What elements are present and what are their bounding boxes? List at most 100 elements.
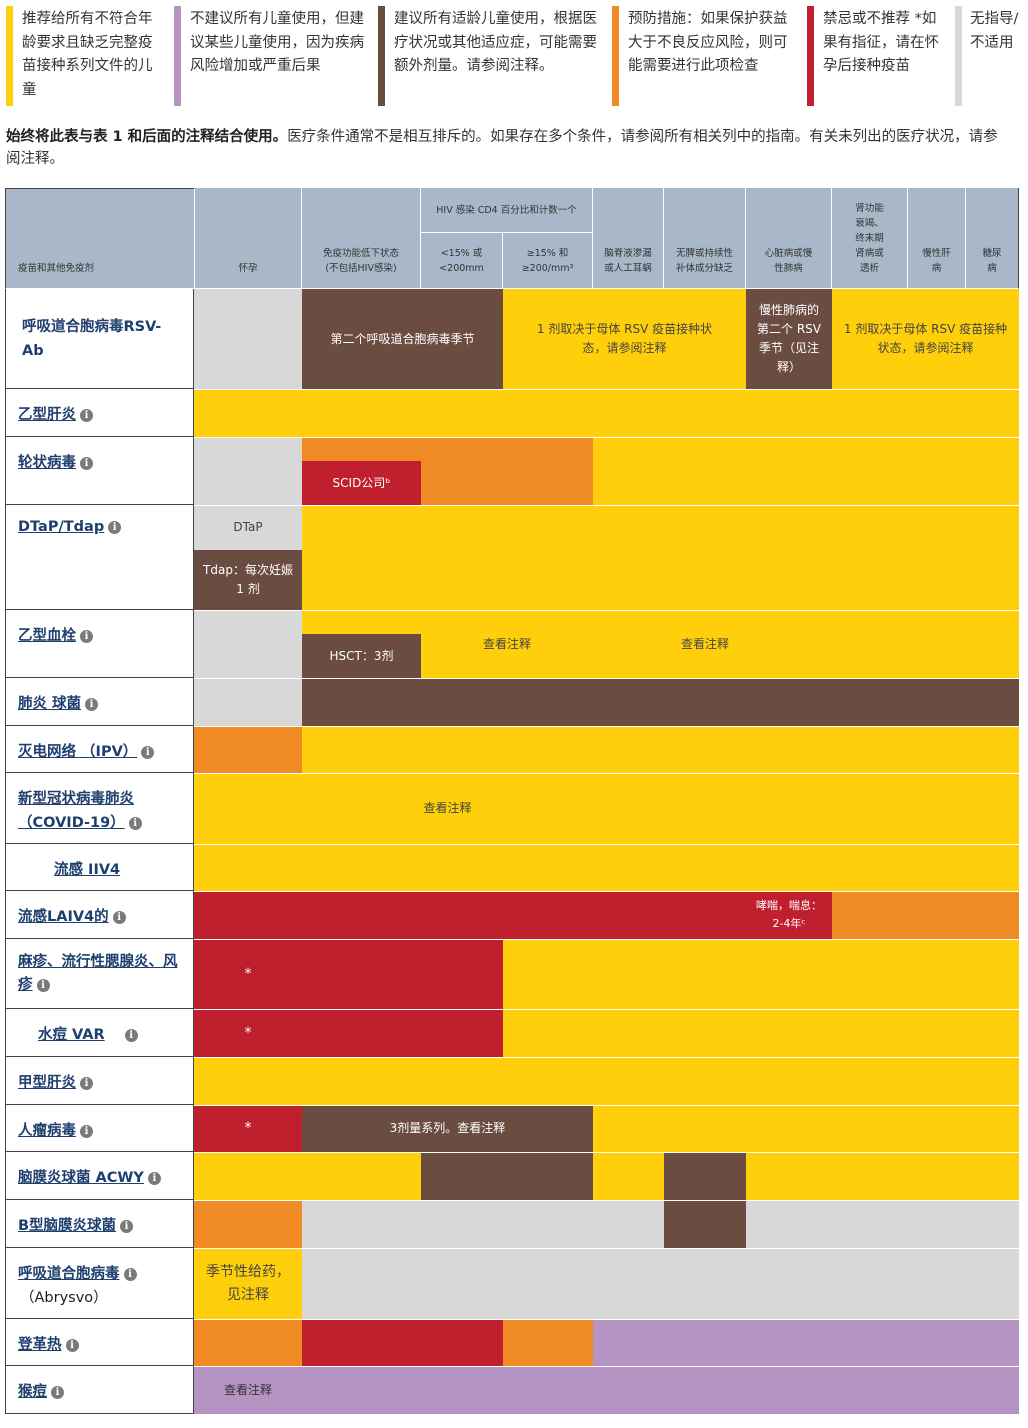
info-icon[interactable]: i <box>80 629 93 643</box>
row-name[interactable]: DTaP/Tdap i <box>18 519 122 535</box>
row-name[interactable]: 灭电网络 （IPV） i <box>18 740 155 761</box>
row-label-pneumococcal[interactable]: 肺炎 球菌 i <box>5 678 194 726</box>
row-label-iiv4[interactable]: 流感 IIV4 <box>5 844 194 891</box>
cell-menb-pregnancy <box>194 1200 302 1248</box>
header-heart-lung: 心脏病或慢性肺病 <box>746 188 832 289</box>
row-divider <box>194 1105 1019 1106</box>
cell-menacwy-left <box>194 1152 421 1200</box>
header-asplenia: 无脾或持续性补体成分缺乏 <box>664 188 746 289</box>
row-label-hepb[interactable]: 乙型肝炎 i <box>5 389 194 437</box>
row-name[interactable]: 流感 IIV4 <box>54 862 121 878</box>
row-label-menb[interactable]: B型脑膜炎球菌 i <box>5 1200 194 1248</box>
cell-menacwy-csf <box>593 1152 664 1200</box>
row-label-rsv-ab[interactable]: 呼吸道合胞病毒RSV-Ab <box>5 289 194 389</box>
row-name[interactable]: 脑膜炎球菌 ACWY i <box>18 1166 161 1187</box>
info-icon[interactable]: i <box>65 1338 79 1352</box>
row-divider <box>194 773 1019 774</box>
cell-rsv-heart: 慢性肺病的第二个 RSV 季节（见注释） <box>746 289 832 389</box>
info-icon[interactable]: i <box>147 1171 161 1185</box>
vaccine-table: 疫苗和其他免疫剂 怀孕 免疫功能低下状态 (不包括HIV感染) HIV 感染 C… <box>5 188 1019 1415</box>
row-label-dtap[interactable]: DTaP/Tdap i <box>5 505 194 610</box>
cell-mmr-rest <box>503 939 1019 1009</box>
header-csf-leak: 脑脊液渗漏或人工耳蜗 <box>593 188 664 289</box>
row-name[interactable]: 呼吸道合胞病毒RSV-Ab <box>22 319 162 359</box>
row-name[interactable]: 甲型肝炎 i <box>18 1071 93 1092</box>
info-icon[interactable]: i <box>108 520 122 534</box>
cell-dengue-rest <box>593 1319 1019 1366</box>
row-name[interactable]: 水痘 VAR i <box>38 1023 138 1044</box>
legend-item-additional-doses: 建议所有适龄儿童使用，根据医疗状况或其他适应症，可能需要额外剂量。请参阅注释。 <box>378 6 612 106</box>
cell-menacwy-hiv <box>421 1152 593 1200</box>
row-name[interactable]: 猴痘 i <box>18 1380 64 1401</box>
row-name[interactable]: 乙型血栓 i <box>18 624 93 645</box>
cell-rsv-right: 1 剂取决于母体 RSV 疫苗接种状态，请参阅注释 <box>832 289 1019 389</box>
row-name[interactable]: 乙型肝炎 i <box>18 403 93 424</box>
info-icon[interactable]: i <box>141 745 155 759</box>
row-name[interactable]: 呼吸道合胞病毒 i <box>18 1262 137 1283</box>
row-name[interactable]: 流感LAIV4的 i <box>18 905 126 926</box>
row-name[interactable]: 新型冠状病毒肺炎 （COVID-19） i <box>18 787 178 835</box>
header-pregnancy: 怀孕 <box>195 188 302 289</box>
legend-text: 无指导/不适用 <box>970 11 1019 51</box>
cell-laiv4-rest <box>832 891 1019 939</box>
info-icon[interactable]: i <box>80 1124 93 1138</box>
row-name[interactable]: 麻疹、流行性腮腺炎、风疹 i <box>18 954 178 993</box>
row-divider <box>194 1248 1019 1249</box>
row-name[interactable]: 人瘤病毒 i <box>18 1119 93 1140</box>
row-divider <box>194 389 1019 390</box>
row-label-laiv4[interactable]: 流感LAIV4的 i <box>5 891 194 939</box>
row-label-ipv[interactable]: 灭电网络 （IPV） i <box>5 726 194 773</box>
row-label-menacwy[interactable]: 脑膜炎球菌 ACWY i <box>5 1152 194 1200</box>
row-label-rotavirus[interactable]: 轮状病毒 i <box>5 437 194 505</box>
info-icon[interactable]: i <box>123 1267 137 1281</box>
row-divider <box>194 939 1019 940</box>
row-label-dengue[interactable]: 登革热 i <box>5 1319 194 1366</box>
cell-hib-hiv: 查看注释 <box>421 610 593 678</box>
cell-menacwy-asplenia <box>664 1152 746 1200</box>
cell-hib-immuno-top <box>302 610 421 634</box>
row-name[interactable]: 肺炎 球菌 i <box>18 692 99 713</box>
info-icon[interactable]: i <box>80 408 93 422</box>
row-label-abrysvo[interactable]: 呼吸道合胞病毒 i （Abrysvo） <box>5 1248 194 1319</box>
cell-rota-scid: SCID公司ᵇ <box>302 461 421 505</box>
info-icon[interactable]: i <box>80 1076 93 1090</box>
row-name[interactable]: B型脑膜炎球菌 i <box>18 1214 134 1235</box>
row-label-mpox[interactable]: 猴痘 i <box>5 1366 194 1414</box>
cell-dengue-pregnancy <box>194 1319 302 1366</box>
row-name[interactable]: 登革热 i <box>18 1333 79 1354</box>
cell-tdap-pregnancy: Tdap：每次妊娠 1 剂 <box>194 550 302 610</box>
row-label-mmr[interactable]: 麻疹、流行性腮腺炎、风疹 i <box>5 939 194 1009</box>
info-icon[interactable]: i <box>80 456 93 470</box>
header-hiv-high: ≥15% 和 ≥200/mm³ <box>503 233 593 289</box>
legend-swatch-orange <box>612 6 619 106</box>
cell-hib-pregnancy <box>194 610 302 678</box>
legend-text: 禁忌或不推荐 *如果有指征，请在怀孕后接种疫苗 <box>823 11 939 74</box>
cell-menb-asplenia <box>664 1200 746 1248</box>
info-icon[interactable]: i <box>112 910 126 924</box>
info-icon[interactable]: i <box>124 1028 138 1042</box>
row-label-covid[interactable]: 新型冠状病毒肺炎 （COVID-19） i <box>5 773 194 844</box>
row-divider <box>194 437 1019 438</box>
info-icon[interactable]: i <box>85 697 99 711</box>
row-subname: （Abrysvo） <box>20 1290 108 1306</box>
info-icon[interactable]: i <box>128 816 142 830</box>
intro-note: 始终将此表与表 1 和后面的注释结合使用。医疗条件通常不是相互排斥的。如果存在多… <box>6 126 1006 170</box>
header-kidney: 肾功能衰竭、终末期肾病或透析 <box>832 188 908 289</box>
cell-mpox-pregnancy: 查看注释 <box>194 1366 302 1414</box>
info-icon[interactable]: i <box>51 1385 64 1399</box>
row-divider <box>194 1057 1019 1058</box>
row-label-varicella[interactable]: 水痘 VAR i <box>5 1009 194 1057</box>
row-label-hepa[interactable]: 甲型肝炎 i <box>5 1057 194 1105</box>
intro-text: 医疗条件通常不是相互排斥的。如果存在多个条件，请参阅所有相关列中的指南。有关未列… <box>6 129 998 167</box>
cell-ipv-pregnancy <box>194 726 302 773</box>
info-icon[interactable]: i <box>36 978 50 992</box>
row-divider <box>194 1200 1019 1201</box>
row-name[interactable]: 轮状病毒 i <box>18 451 93 472</box>
cell-pcv-pregnancy <box>194 678 302 726</box>
legend-text: 不建议所有儿童使用，但建议某些儿童使用，因为疾病风险增加或严重后果 <box>190 11 364 74</box>
cell-covid-pregnancy <box>194 773 302 844</box>
legend-item-no-guidance: 无指导/不适用 <box>955 6 1022 106</box>
row-label-hpv[interactable]: 人瘤病毒 i <box>5 1105 194 1152</box>
info-icon[interactable]: i <box>120 1219 134 1233</box>
row-label-hib[interactable]: 乙型血栓 i <box>5 610 194 678</box>
